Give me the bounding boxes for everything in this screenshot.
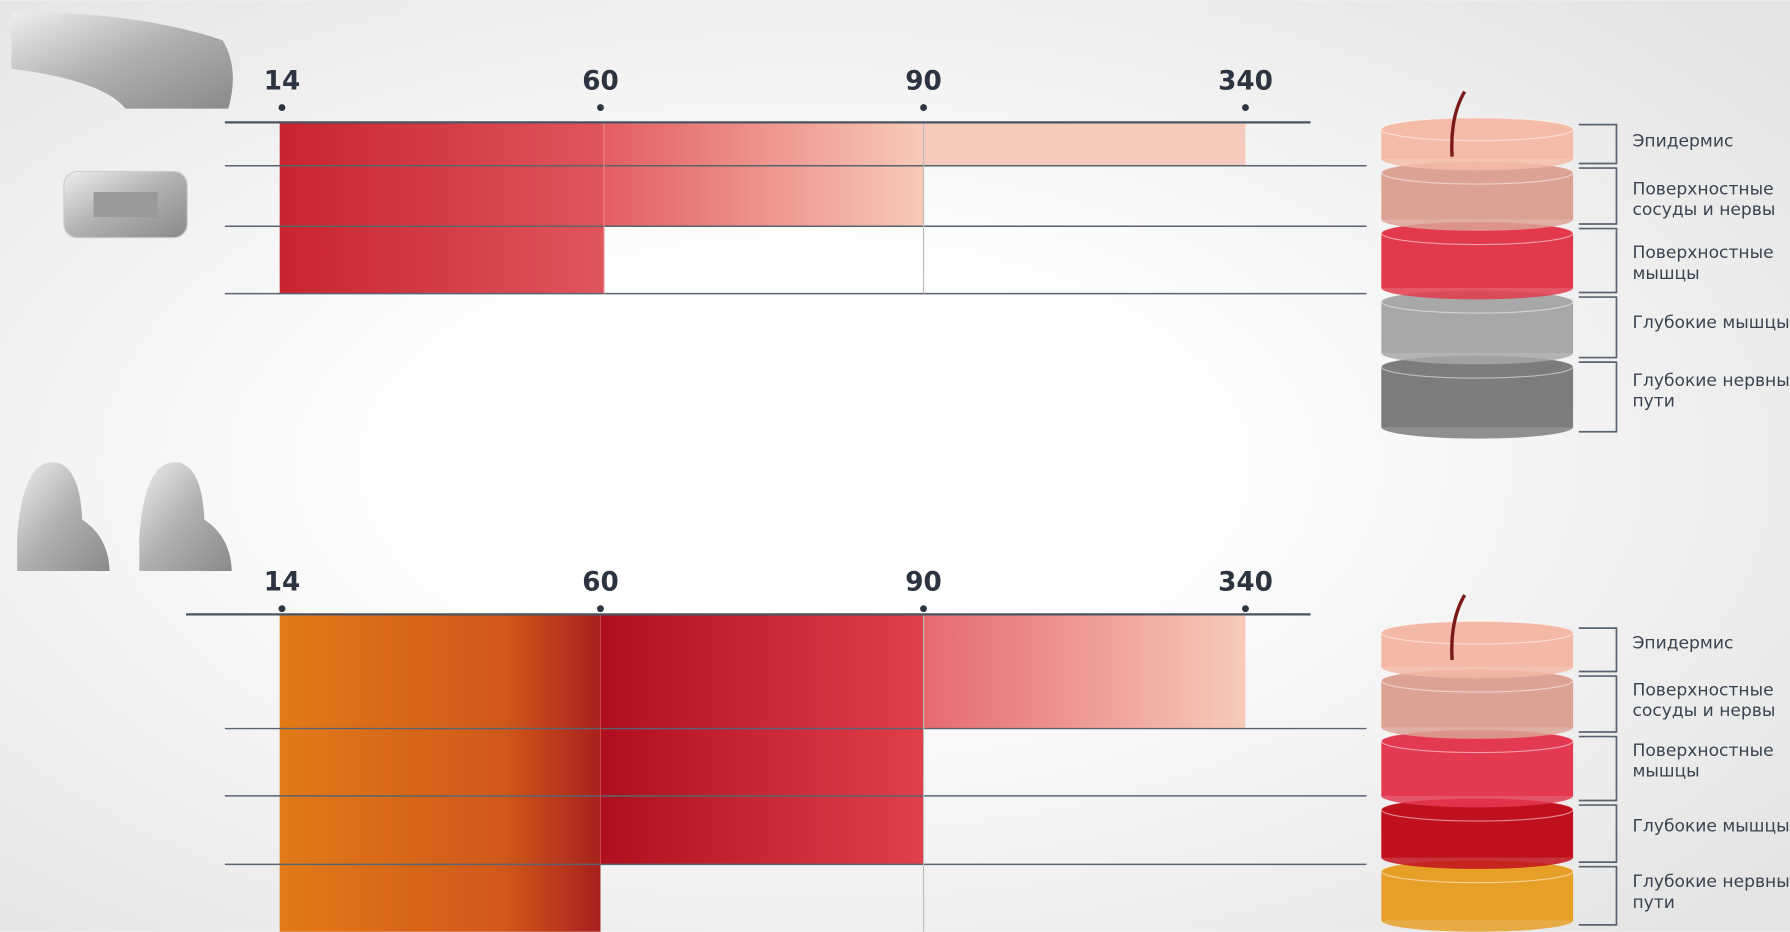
disc-top: [1380, 117, 1574, 142]
layer-label: Глубокие нервные: [1632, 872, 1790, 892]
layer-label: сосуды и нервы: [1632, 200, 1775, 220]
bar: [279, 122, 604, 294]
layer-label: Глубокие мышцы: [1632, 816, 1789, 836]
tick-dot: [1242, 605, 1249, 613]
bar: [923, 614, 1246, 729]
layer-label: мышцы: [1632, 762, 1699, 782]
layer-label: пути: [1632, 893, 1674, 913]
bracket: [1578, 675, 1618, 733]
bar: [600, 614, 924, 865]
bar: [923, 122, 1246, 166]
tick-dot: [278, 104, 286, 111]
layer-label: Поверхностные: [1632, 680, 1773, 700]
tick-dot: [920, 104, 927, 111]
bottom-bars: [186, 613, 1367, 932]
tick-dot: [597, 104, 604, 111]
tick-dot: [1242, 104, 1249, 111]
tick-label: 340: [1218, 66, 1273, 96]
top-bars: [224, 121, 1367, 295]
electrode-icon: [17, 462, 110, 572]
bracket: [1578, 227, 1618, 294]
layer-label: сосуды и нервы: [1632, 701, 1775, 721]
bar: [279, 614, 601, 932]
tick-label: 60: [582, 66, 619, 96]
hair: [1450, 90, 1467, 157]
tick-dot: [278, 605, 286, 613]
bracket: [1578, 804, 1618, 863]
bracket: [1578, 627, 1618, 673]
bracket: [1578, 167, 1618, 225]
handpiece-icon: [11, 11, 233, 109]
tick-label: 14: [264, 66, 301, 96]
layer-label: Эпидермис: [1632, 131, 1733, 151]
tick-label: 60: [582, 567, 619, 597]
layer-label: мышцы: [1632, 264, 1699, 284]
layer-label: пути: [1632, 392, 1674, 412]
electrode-icon: [139, 462, 232, 572]
bracket: [1578, 735, 1618, 802]
bracket: [1578, 865, 1618, 926]
applicator-window: [93, 192, 158, 218]
layer-label: Глубокие мышцы: [1632, 313, 1789, 333]
tick-dot: [920, 605, 927, 613]
layer-label: Поверхностные: [1632, 243, 1773, 263]
layer-label: Глубокие нервные: [1632, 371, 1790, 391]
tick-label: 90: [905, 66, 942, 96]
layer-label: Эпидермис: [1632, 634, 1733, 654]
layer-label: Поверхностные: [1632, 741, 1773, 761]
tick-dot: [597, 605, 604, 613]
bracket: [1578, 123, 1618, 165]
bar: [603, 122, 924, 227]
layer-label: Поверхностные: [1632, 179, 1773, 199]
tick-label: 90: [905, 567, 942, 597]
disc-top: [1380, 620, 1574, 645]
bracket: [1578, 361, 1618, 433]
tick-label: 14: [264, 567, 301, 597]
hair: [1450, 594, 1467, 661]
tick-label: 340: [1218, 567, 1273, 597]
bracket: [1578, 296, 1618, 359]
